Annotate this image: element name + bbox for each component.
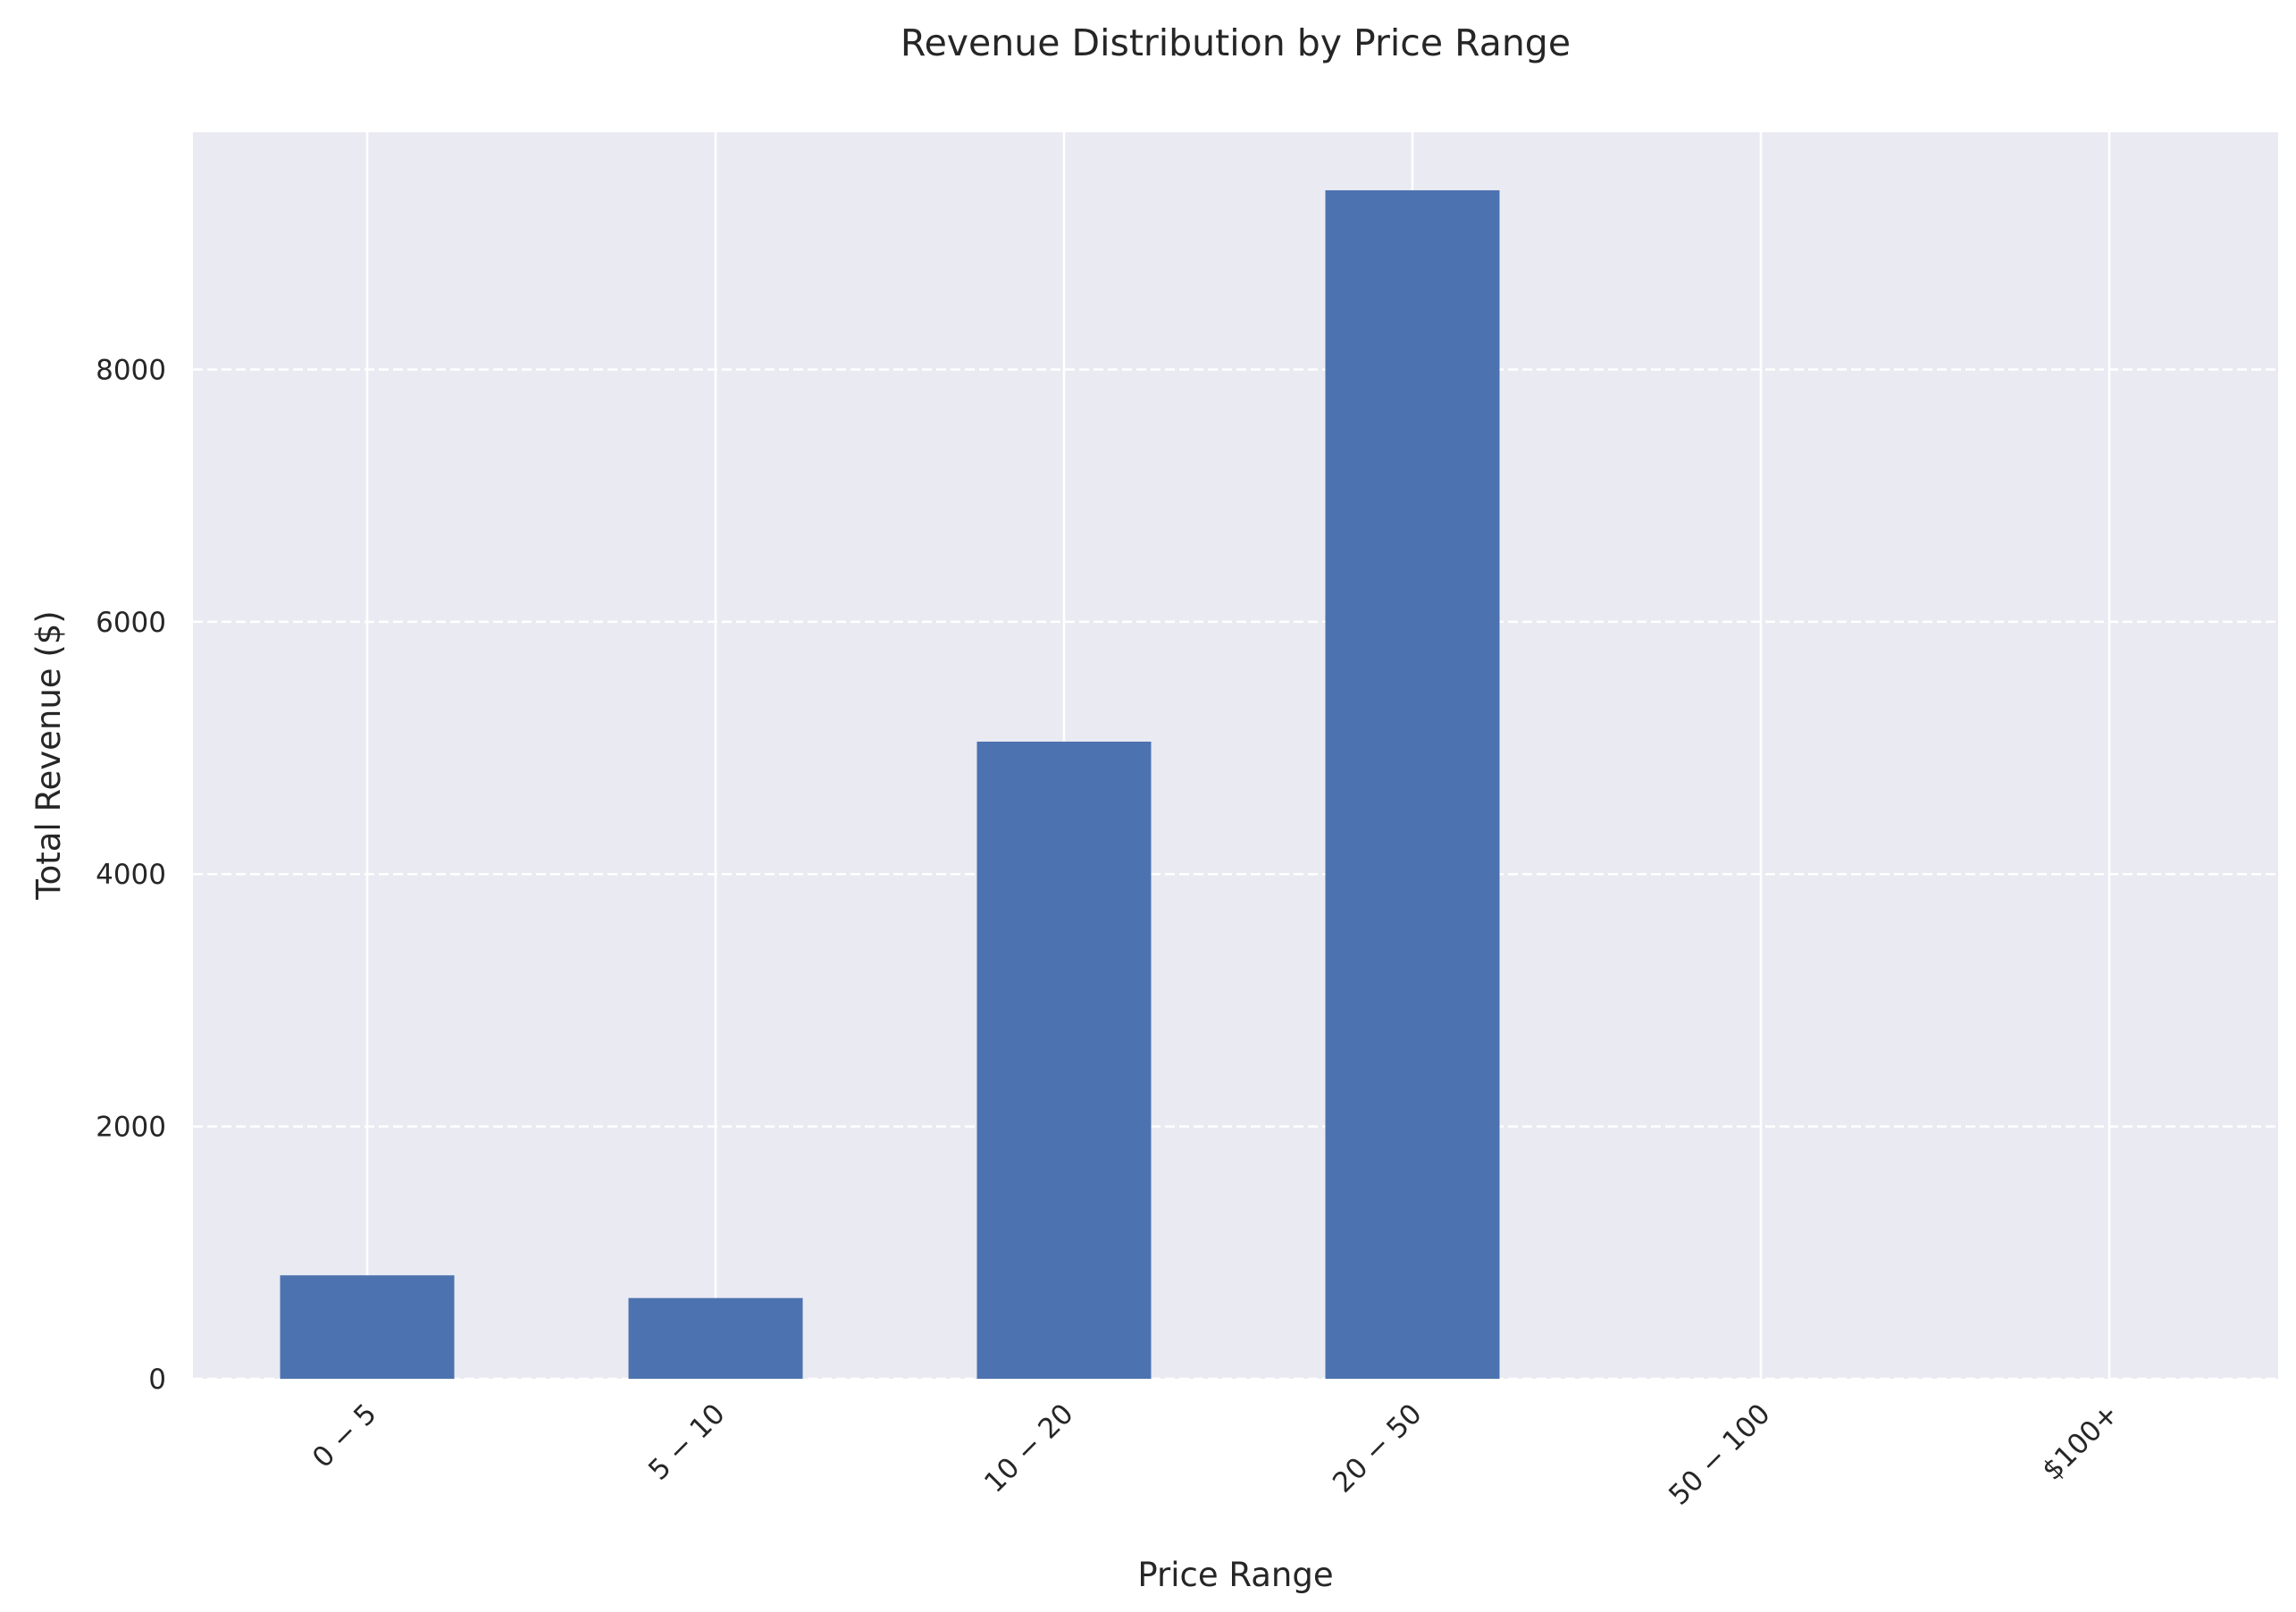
y-axis-title: Total Revenue ($) <box>29 610 68 900</box>
y-tick-label: 0 <box>148 1364 166 1396</box>
y-tick-label: 6000 <box>96 607 166 639</box>
bar <box>1325 189 1500 1380</box>
x-tick-label: 5 − 10 <box>642 1398 732 1487</box>
y-tick-label: 2000 <box>96 1112 166 1144</box>
x-tick-label: 50 − 100 <box>1663 1398 1777 1512</box>
y-tick-label: 8000 <box>96 354 166 386</box>
bars <box>280 189 1500 1380</box>
y-tick-label: 4000 <box>96 859 166 891</box>
x-tick-label: 20 − 50 <box>1327 1398 1429 1499</box>
x-tick-label: 10 − 20 <box>978 1398 1080 1499</box>
y-tick-labels: 0 2000 4000 6000 8000 <box>96 354 166 1396</box>
bar <box>976 741 1152 1379</box>
horizontal-gridlines <box>193 368 2278 1381</box>
x-tick-labels: 0 − 5 5 − 10 10 − 20 20 − 50 50 − 100 $100+ <box>306 1398 2125 1512</box>
plot-area <box>193 132 2278 1379</box>
bar <box>280 1275 455 1379</box>
bar <box>628 1297 803 1379</box>
chart-title: Revenue Distribution by Price Range <box>901 21 1571 64</box>
x-tick-label: $100+ <box>2036 1398 2125 1487</box>
x-axis-title: Price Range <box>1137 1556 1333 1594</box>
x-tick-label: 0 − 5 <box>306 1398 383 1474</box>
